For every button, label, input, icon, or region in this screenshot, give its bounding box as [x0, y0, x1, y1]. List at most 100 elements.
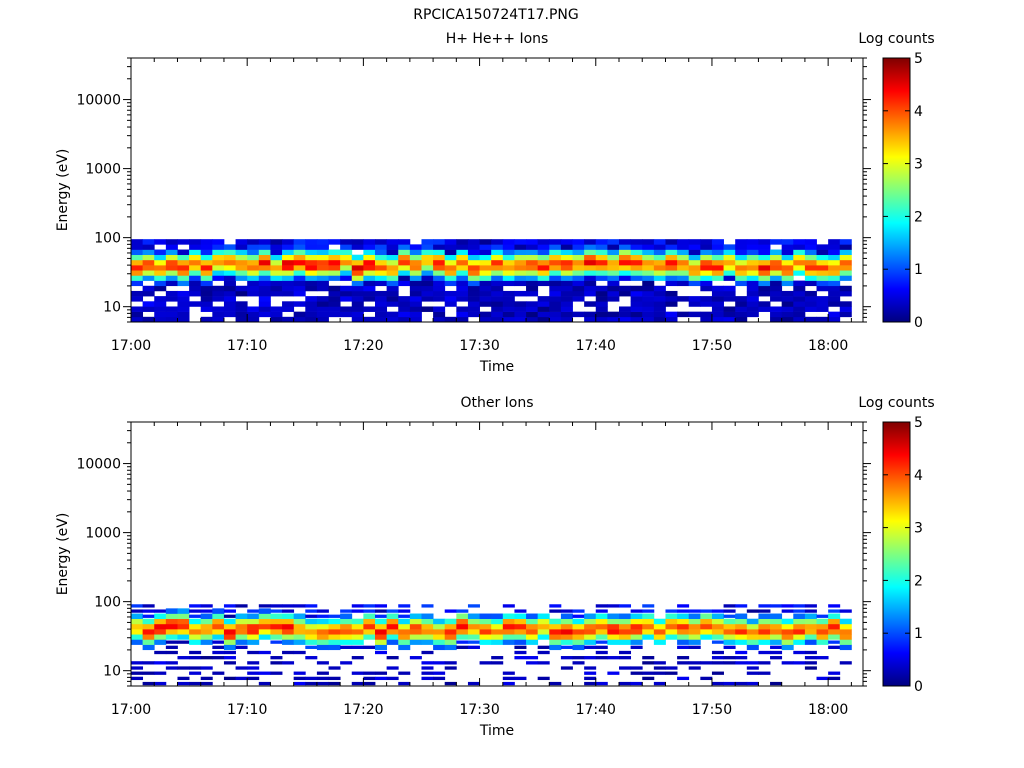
- heatmap-cell: [595, 623, 608, 630]
- heatmap-cell: [781, 634, 794, 640]
- heatmap-cell: [711, 656, 724, 660]
- heatmap-cell: [491, 275, 504, 281]
- heatmap-cell: [340, 249, 353, 256]
- heatmap-cell: [781, 239, 794, 245]
- colorbar-tick-label: 3: [914, 157, 923, 173]
- heatmap-cell: [723, 604, 736, 608]
- heatmap-cell: [340, 661, 353, 665]
- heatmap-cell: [653, 671, 666, 675]
- heatmap-cell: [293, 629, 306, 635]
- heatmap-cell: [386, 265, 399, 271]
- heatmap-cell: [711, 634, 724, 640]
- heatmap-cell: [828, 270, 841, 276]
- heatmap-cell: [584, 613, 597, 620]
- heatmap-cell: [305, 270, 318, 276]
- heatmap-cell: [235, 311, 248, 318]
- colorbar-tick-label: 5: [914, 415, 923, 431]
- heatmap-cell: [433, 290, 446, 297]
- heatmap-cell: [723, 259, 736, 266]
- heatmap-cell: [200, 265, 213, 271]
- heatmap-cell: [386, 296, 399, 302]
- heatmap-cell: [735, 296, 748, 302]
- heatmap-cell: [189, 254, 202, 261]
- heatmap-cell: [514, 306, 527, 312]
- heatmap-cell: [351, 656, 364, 660]
- heatmap-cell: [793, 609, 806, 613]
- heatmap-cell: [572, 244, 585, 250]
- heatmap-cell: [502, 629, 515, 635]
- heatmap-cell: [328, 239, 341, 245]
- heatmap-cell: [630, 618, 643, 625]
- heatmap-cell: [165, 661, 178, 665]
- heatmap-cell: [479, 613, 492, 620]
- heatmap-cell: [839, 609, 852, 613]
- heatmap-cell: [793, 618, 806, 625]
- heatmap-cell: [746, 623, 759, 630]
- heatmap-cell: [711, 661, 724, 665]
- heatmap-cell: [502, 301, 515, 307]
- heatmap-cell: [223, 265, 236, 271]
- heatmap-cell: [165, 239, 178, 245]
- heatmap-cell: [514, 650, 527, 655]
- heatmap-cell: [467, 249, 480, 256]
- heatmap-cell: [723, 656, 736, 660]
- heatmap-cell: [723, 285, 736, 292]
- heatmap-cell: [514, 270, 527, 276]
- heatmap-cell: [491, 270, 504, 276]
- heatmap-cell: [630, 629, 643, 635]
- heatmap-cell: [653, 681, 666, 686]
- heatmap-cell: [630, 639, 643, 645]
- heatmap-cell: [584, 623, 597, 630]
- heatmap-cell: [165, 265, 178, 271]
- heatmap-cell: [677, 275, 690, 281]
- heatmap-cell: [804, 613, 817, 620]
- heatmap-cell: [223, 650, 236, 655]
- heatmap-cell: [828, 604, 841, 608]
- heatmap-cell: [595, 244, 608, 250]
- heatmap-cell: [305, 656, 318, 660]
- heatmap-cell: [560, 290, 573, 297]
- heatmap-cell: [212, 249, 225, 256]
- x-tick-label: 17:00: [111, 338, 151, 354]
- heatmap-cell: [177, 640, 190, 644]
- heatmap-cell: [793, 629, 806, 635]
- heatmap-cell: [305, 618, 318, 625]
- heatmap-cell: [258, 265, 271, 271]
- heatmap-cell: [189, 629, 202, 635]
- x-tick-label: 17:40: [576, 338, 616, 354]
- heatmap-cell: [467, 618, 480, 625]
- heatmap-cell: [642, 671, 655, 675]
- heatmap-cell: [688, 666, 701, 670]
- heatmap-cell: [502, 681, 515, 686]
- colorbar-label: Log counts: [858, 31, 934, 47]
- heatmap-cell: [526, 618, 539, 625]
- heatmap-cell: [131, 249, 144, 256]
- heatmap-cell: [514, 311, 527, 318]
- heatmap-cell: [165, 290, 178, 297]
- heatmap-cell: [409, 285, 422, 292]
- heatmap-cell: [735, 656, 748, 660]
- heatmap-cell: [328, 254, 341, 261]
- heatmap-cell: [572, 656, 585, 660]
- heatmap-cell: [282, 613, 295, 620]
- heatmap-cell: [746, 301, 759, 307]
- heatmap-cell: [212, 316, 225, 323]
- heatmap-cell: [828, 254, 841, 261]
- heatmap-cell: [758, 639, 771, 645]
- heatmap-cell: [700, 270, 713, 276]
- heatmap-cell: [735, 239, 748, 245]
- heatmap-cell: [154, 301, 167, 307]
- heatmap-cell: [142, 681, 155, 686]
- heatmap-cell: [386, 275, 399, 281]
- heatmap-cell: [235, 259, 248, 266]
- heatmap-cell: [444, 296, 457, 302]
- heatmap-cell: [444, 249, 457, 256]
- heatmap-cell: [502, 244, 515, 250]
- heatmap-cell: [212, 613, 225, 620]
- heatmap-cell: [247, 270, 260, 276]
- heatmap-cell: [677, 676, 690, 681]
- heatmap-cell: [131, 604, 144, 608]
- heatmap-cell: [572, 290, 585, 297]
- heatmap-cell: [526, 301, 539, 307]
- heatmap-cell: [351, 280, 364, 287]
